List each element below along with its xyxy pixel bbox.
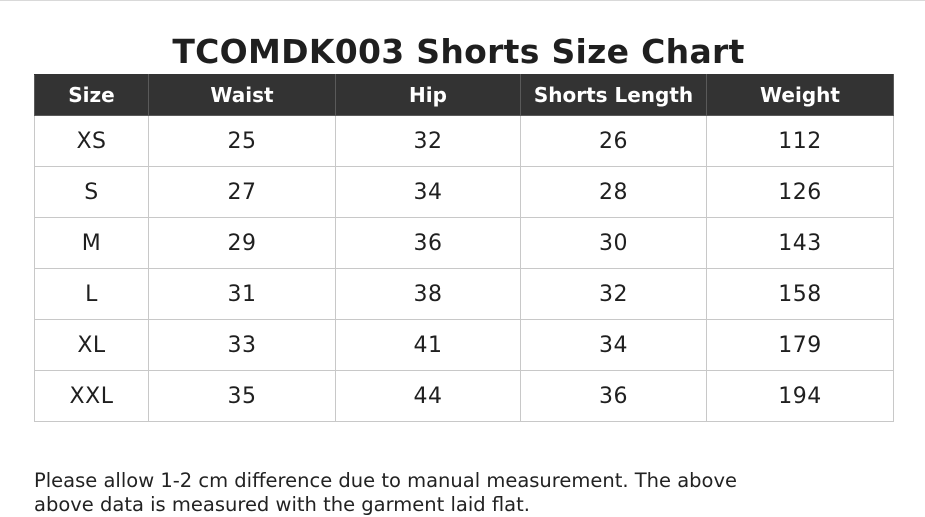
cell-shorts-length: 30 [520, 217, 707, 269]
cell-hip: 41 [335, 319, 521, 371]
cell-waist: 31 [148, 268, 336, 320]
header-size: Size [34, 74, 149, 116]
cell-shorts-length: 32 [520, 268, 707, 320]
page-title: TCOMDK003 Shorts Size Chart [172, 32, 745, 72]
table-row: XXL 35 44 36 194 [34, 370, 894, 422]
cell-waist: 35 [148, 370, 336, 422]
header-shorts-length: Shorts Length [520, 74, 707, 116]
header-waist: Waist [148, 74, 336, 116]
cell-hip: 36 [335, 217, 521, 269]
cell-size: L [34, 268, 149, 320]
table-row: S 27 34 28 126 [34, 166, 894, 218]
header-weight: Weight [706, 74, 894, 116]
measurement-note-line-1: Please allow 1-2 cm difference due to ma… [34, 468, 738, 492]
cell-waist: 29 [148, 217, 336, 269]
table-row: L 31 38 32 158 [34, 268, 894, 320]
table-row: M 29 36 30 143 [34, 217, 894, 269]
cell-waist: 25 [148, 115, 336, 167]
cell-size: S [34, 166, 149, 218]
header-hip: Hip [335, 74, 521, 116]
cell-weight: 143 [706, 217, 894, 269]
cell-waist: 27 [148, 166, 336, 218]
cell-size: M [34, 217, 149, 269]
top-divider [0, 0, 925, 1]
table-row: XS 25 32 26 112 [34, 115, 894, 167]
cell-hip: 38 [335, 268, 521, 320]
cell-shorts-length: 36 [520, 370, 707, 422]
cell-size: XXL [34, 370, 149, 422]
size-chart-table: Size Waist Hip Shorts Length Weight XS 2… [34, 74, 894, 422]
cell-waist: 33 [148, 319, 336, 371]
cell-shorts-length: 28 [520, 166, 707, 218]
cell-shorts-length: 26 [520, 115, 707, 167]
cell-weight: 179 [706, 319, 894, 371]
cell-weight: 112 [706, 115, 894, 167]
measurement-note: Please allow 1-2 cm difference due to ma… [34, 469, 894, 517]
cell-shorts-length: 34 [520, 319, 707, 371]
cell-hip: 44 [335, 370, 521, 422]
cell-weight: 126 [706, 166, 894, 218]
cell-weight: 158 [706, 268, 894, 320]
cell-hip: 34 [335, 166, 521, 218]
cell-size: XS [34, 115, 149, 167]
cell-weight: 194 [706, 370, 894, 422]
table-header-row: Size Waist Hip Shorts Length Weight [34, 74, 894, 116]
cell-size: XL [34, 319, 149, 371]
measurement-note-line-2: above data is measured with the garment … [34, 492, 530, 516]
cell-hip: 32 [335, 115, 521, 167]
table-row: XL 33 41 34 179 [34, 319, 894, 371]
